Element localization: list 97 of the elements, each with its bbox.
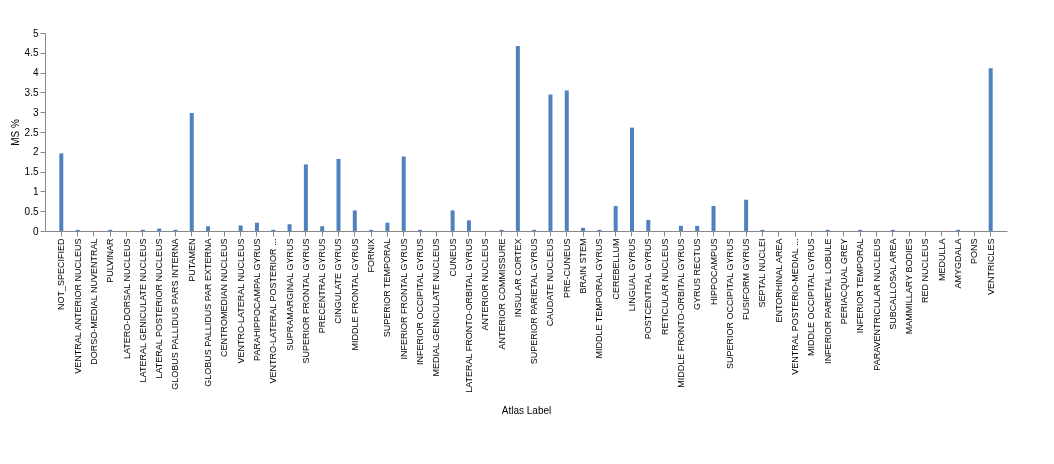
x-tick-label: MEDULLA [936, 238, 947, 282]
x-tick-label: MIDDLE FRONTO-ORBITAL GYRUS [675, 238, 686, 388]
x-tick-label: RETICULAR NUCLEUS [659, 238, 670, 336]
x-tick-label: FORNIX [366, 238, 377, 273]
x-tick-label: LATERAL GENICULATE NUCLEUS [137, 238, 148, 383]
x-tick-label: ANTERIOR NUCLEUS [480, 238, 491, 331]
x-tick-label: SUBCALLOSAL AREA [887, 238, 898, 330]
x-tick-label: SUPERIOR OCCIPITAL GYRUS [724, 238, 735, 370]
bar [646, 219, 651, 231]
x-tick-label: GLOBUS PALLIDUS PAR EXTERNA [203, 238, 214, 387]
bar [320, 226, 325, 231]
x-tick-label: PUTAMEN [186, 238, 197, 282]
x-tick-label: MAMMILLARY BODIES [904, 238, 915, 335]
x-tick-label: INSULAR CORTEX [512, 238, 523, 318]
x-tick-label: CEREBELLUM [610, 238, 621, 300]
y-axis-title: MS % [9, 119, 21, 146]
x-tick-label: LINGUAL GYRUS [626, 238, 637, 312]
bar [515, 46, 520, 231]
x-tick-label: RED NUCLEUS [920, 238, 931, 304]
bar [385, 222, 390, 231]
bar [613, 206, 618, 231]
x-tick-label: INFERIOR PARIETAL LOBULE [822, 238, 833, 364]
x-tick-label: SUPERIOR FRONTAL GYRUS [300, 238, 311, 364]
x-tick-label: GLOBUS PALLIDUS PARS INTERNA [170, 238, 181, 390]
x-tick-label: MIDDLE FRONTAL GYRUS [349, 238, 360, 351]
x-tick-label: INFERIOR FRONTAL GYRUS [398, 238, 409, 360]
x-tick-label: NOT_SPECIFIED [56, 238, 67, 311]
y-tick-label: 3.5 [24, 86, 39, 98]
x-tick-label: LATERO-DORSAL NUCLEUS [121, 238, 132, 360]
x-tick-label: MIDDLE OCCIPITAL GYRUS [806, 238, 817, 357]
x-tick-label: MIDDLE TEMPORAL GYRUS [594, 238, 605, 359]
x-tick-label: ENTORHINAL AREA [773, 238, 784, 323]
x-tick-label: MEDIAL GENICULATE NUCLEUS [431, 238, 442, 377]
y-tick-label: 5 [32, 27, 39, 39]
x-tick-label: PERIACQUAL GREY [838, 238, 849, 325]
x-tick-label: VENTRO-LATERAL POSTERIOR ... [268, 238, 279, 384]
bar [548, 94, 553, 231]
x-tick-label: VENTRICLES [985, 238, 996, 296]
y-tick-label: 2.5 [24, 126, 39, 138]
x-tick-label: CINGULATE GYRUS [333, 238, 344, 324]
bar [238, 225, 243, 231]
x-tick-label: POSTCENTRAL GYRUS [643, 238, 654, 340]
bar [303, 164, 308, 231]
y-tick-label: 0 [32, 225, 39, 237]
x-tick-label: HIPPOCAMPUS [708, 238, 719, 306]
x-tick-label: GYRUS RECTUS [692, 238, 703, 311]
x-tick-label: PARAVENTRICULAR NUCLEUS [871, 238, 882, 371]
y-tick-label: 1.5 [24, 166, 39, 178]
bar [678, 225, 683, 231]
x-tick-label: VENTRO-LATERAL NUCLEUS [235, 238, 246, 364]
bar [695, 225, 700, 231]
x-tick-label: LATERAL POSTERIOR NUCLEUS [154, 238, 165, 379]
x-tick-label: FUSIFORM GYRUS [741, 238, 752, 321]
x-tick-label: AMYGDALA [953, 238, 964, 289]
bar [401, 156, 406, 231]
x-tick-label: INFERIOR OCCIPITAL GYRUS [415, 238, 426, 366]
y-tick-label: 4.5 [24, 47, 39, 59]
x-tick-label: SEPTAL NUCLEI [757, 238, 768, 308]
bar [254, 222, 259, 231]
x-tick-label: SUPERIOR TEMPORAL [382, 238, 393, 338]
x-tick-label: PARAHIPPOCAMPAL GYRUS [251, 238, 262, 361]
x-tick-label: CAUDATE NUCLEUS [545, 238, 556, 327]
x-tick-label: SUPRAMARGINAL GYRUS [284, 238, 295, 351]
x-axis-title: Atlas Label [501, 405, 552, 417]
x-tick-label: CENTROMEDIAN NUCLEUS [219, 238, 230, 358]
bar [59, 153, 64, 231]
bar [988, 68, 993, 231]
bar [629, 127, 634, 231]
y-tick-label: 1 [32, 185, 39, 197]
bar [744, 199, 749, 231]
bar [336, 158, 341, 231]
bar [711, 206, 716, 231]
x-tick-label: SUPERIOR PARIETAL GYRUS [529, 238, 540, 365]
x-tick-label: ANTERIOR COMMISSURE [496, 238, 507, 350]
bar [189, 112, 194, 231]
x-tick-label: PRECENTRAL GYRUS [317, 238, 328, 334]
x-tick-label: LATERAL FRONTO-ORBITAL GYRUS [463, 238, 474, 393]
bar [581, 227, 586, 231]
bar [352, 210, 357, 231]
x-tick-label: CUNEUS [447, 238, 458, 277]
x-tick-label: PRE-CUNEUS [561, 238, 572, 299]
x-tick-label: BRAIN STEM [578, 238, 589, 294]
x-tick-label: VENTRAL ANTERIOR NUCLEUS [72, 238, 83, 374]
bar [206, 226, 211, 231]
x-tick-label: INFERIOR TEMPORAL [855, 238, 866, 334]
x-tick-label: PONS [969, 238, 980, 265]
x-tick-label: DORSO-MEDIAL NUVENTRAL [88, 238, 99, 365]
bar [450, 210, 455, 231]
y-tick-label: 2 [32, 146, 39, 158]
y-tick-label: 0.5 [24, 205, 39, 217]
bar [287, 224, 292, 231]
y-tick-label: 3 [32, 106, 39, 118]
bar [564, 90, 569, 231]
y-tick-label: 4 [32, 67, 39, 79]
x-tick-label: VENTRAL POSTERIO-MEDIAL ... [790, 238, 801, 375]
x-tick-label: PULVINAR [105, 238, 116, 283]
bar [466, 220, 471, 231]
